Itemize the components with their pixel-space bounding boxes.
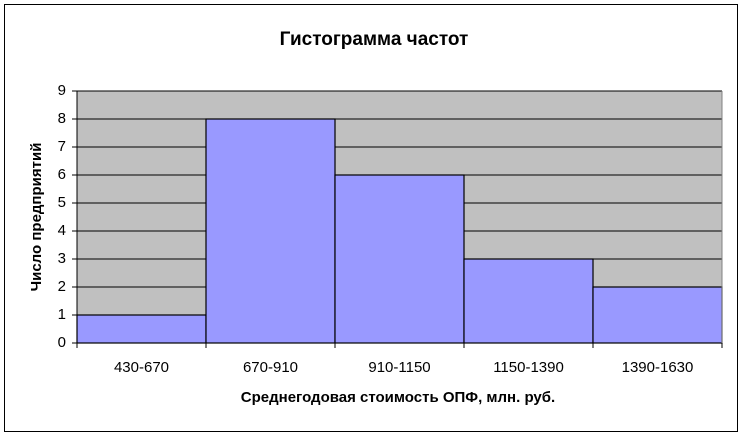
y-tick-label: 7 xyxy=(58,138,66,155)
y-tick-label: 5 xyxy=(58,194,66,211)
y-tick-label: 9 xyxy=(58,82,66,99)
bar xyxy=(592,286,723,344)
y-tick-label: 1 xyxy=(58,306,66,323)
x-tick-label: 430-670 xyxy=(114,359,169,376)
y-tick-label: 3 xyxy=(58,250,66,267)
x-tick-label: 1390-1630 xyxy=(622,359,694,376)
y-tick-label: 6 xyxy=(58,166,66,183)
x-tick-label: 910-1150 xyxy=(368,359,430,376)
chart-title: Гистограмма частот xyxy=(280,29,469,50)
bar xyxy=(205,118,336,344)
bar xyxy=(334,174,465,344)
y-tick-label: 2 xyxy=(58,278,66,295)
y-tick-label: 4 xyxy=(58,222,66,239)
bar xyxy=(76,314,207,344)
y-tick-label: 8 xyxy=(58,110,66,127)
x-tick-label: 1150-1390 xyxy=(493,359,564,376)
x-tick-label: 670-910 xyxy=(243,359,298,376)
y-tick-label: 0 xyxy=(58,334,66,351)
bar xyxy=(463,258,594,344)
y-axis-label: Число предприятий xyxy=(28,143,45,292)
x-axis-label: Среднегодовая стоимость ОПФ, млн. руб. xyxy=(241,389,555,406)
